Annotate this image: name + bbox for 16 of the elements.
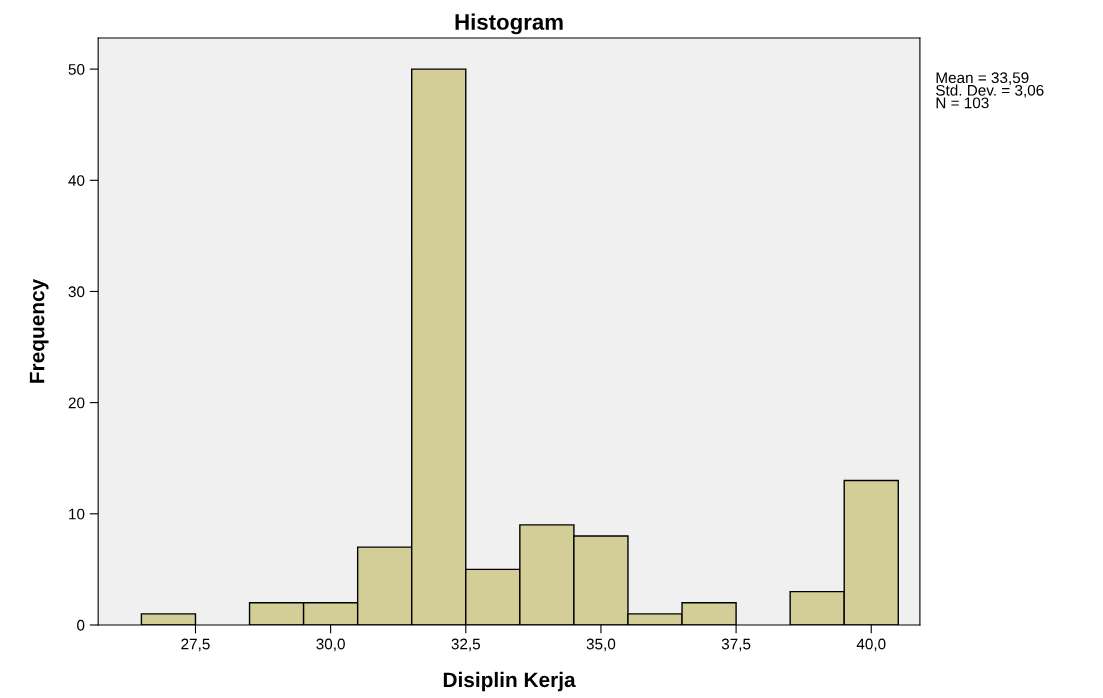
- x-tick-label: 32,5: [451, 638, 481, 652]
- y-tick-label: 0: [77, 619, 85, 631]
- x-tick-label: 40,0: [856, 638, 886, 652]
- x-tick-label: 35,0: [586, 638, 616, 652]
- x-tick-label: 27,5: [181, 638, 210, 652]
- text: Mean = 33,59 Std. Dev. = 3,06 N = 103: [936, 72, 1044, 109]
- y-axis-title: Frequency: [29, 278, 49, 383]
- y-tick-label: 50: [68, 63, 85, 75]
- y-tick-label: 40: [68, 175, 85, 186]
- x-tick-label: 30,0: [316, 638, 345, 652]
- y-tick-label: 30: [68, 286, 85, 298]
- x-axis-title: Disiplin Kerja: [443, 671, 576, 692]
- y-tick-label: 20: [68, 397, 85, 409]
- chart-title: Histogram: [455, 13, 563, 35]
- y-tick-label: 10: [69, 508, 85, 520]
- x-tick-label: 37,5: [721, 638, 751, 652]
